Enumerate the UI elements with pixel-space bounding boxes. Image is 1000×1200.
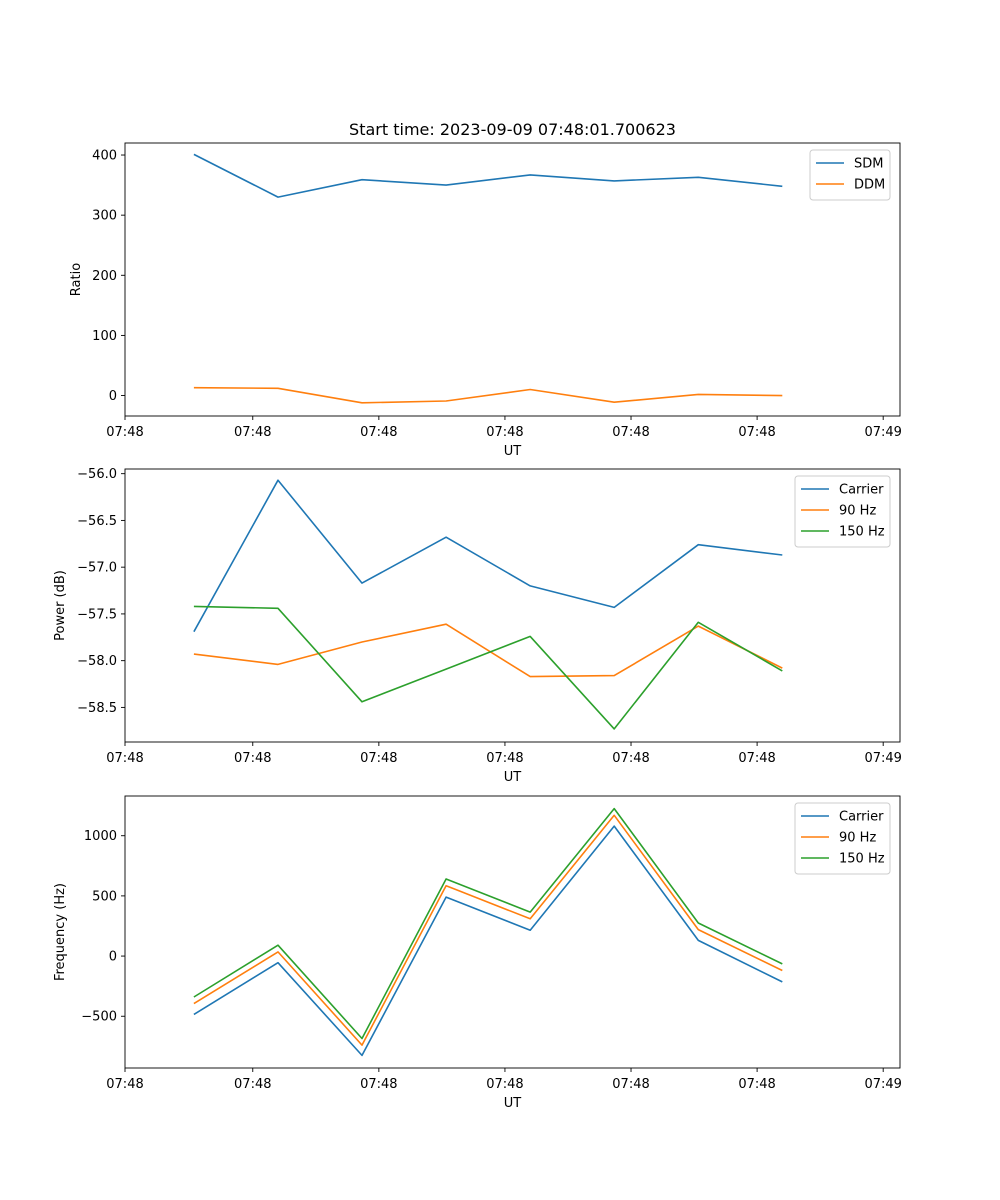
legend-label: Carrier [839,810,884,825]
y-tick-label: 100 [92,329,117,344]
x-tick-label: 07:48 [106,425,143,440]
chart-panel-3: 07:48 07:48 07:48 07:48 07:48 07:48 07:49 −500 0… [53,795,902,1111]
series-line-90-hz [193,814,783,1046]
y-tick-label: 300 [92,209,117,224]
x-tick-label: 07:48 [738,1077,775,1092]
legend: Carrier 90 Hz 150 Hz [794,475,891,548]
legend: Carrier 90 Hz 150 Hz [794,802,891,875]
x-tick-label: 07:48 [738,751,775,766]
y-axis-label: Frequency (Hz) [53,883,68,981]
x-tick-label: 07:48 [612,751,649,766]
x-axis-label: UT [504,444,522,459]
x-tick-label: 07:48 [106,1077,143,1092]
y-tick-label: −500 [81,1010,117,1025]
plot-frame [124,795,901,1069]
y-tick-label: 1000 [84,829,117,844]
legend: SDM DDM [809,149,891,201]
legend-box [794,802,891,875]
x-tick-label: 07:48 [486,1077,523,1092]
x-tick-label: 07:49 [864,1077,901,1092]
legend-box [794,475,891,548]
plot-frame [124,142,901,417]
y-axis-label: Ratio [69,263,84,296]
y-tick-label: −56.5 [77,514,117,529]
y-tick-label: −57.5 [77,607,117,622]
x-tick-label: 07:48 [612,425,649,440]
y-tick-label: −58.5 [77,701,117,716]
y-tick-label: 500 [92,889,117,904]
legend-label: SDM [854,157,883,172]
x-tick-label: 07:48 [486,425,523,440]
x-tick-label: 07:48 [234,1077,271,1092]
x-tick-label: 07:48 [234,425,271,440]
y-tick-label: 200 [92,269,117,284]
x-tick-label: 07:48 [234,751,271,766]
y-tick-label: −57.0 [77,561,117,576]
series-line-150-hz [193,807,783,1040]
chart-panel-2: 07:48 07:48 07:48 07:48 07:48 07:48 07:49 −56.0… [53,467,902,785]
x-tick-label: 07:48 [106,751,143,766]
series-line-ddm [193,386,783,404]
x-axis-label: UT [504,1096,522,1111]
series-line-150-hz [193,605,783,730]
x-tick-label: 07:49 [864,425,901,440]
x-tick-label: 07:48 [612,1077,649,1092]
y-tick-label: −56.0 [77,467,117,482]
y-tick-label: 0 [109,950,117,965]
y-axis-label: Power (dB) [53,570,68,641]
x-tick-label: 07:48 [360,1077,397,1092]
series-line-90-hz [193,623,783,678]
x-tick-label: 07:48 [360,751,397,766]
x-tick-label: 07:48 [738,425,775,440]
series-line-carrier [193,825,783,1057]
x-tick-label: 07:48 [360,425,397,440]
legend-label: 90 Hz [839,504,876,519]
series-line-sdm [193,153,783,198]
legend-label: Carrier [839,483,884,498]
x-axis-label: UT [504,770,522,785]
x-tick-label: 07:49 [864,751,901,766]
legend-label: 150 Hz [839,852,885,867]
y-tick-label: 400 [92,149,117,164]
legend-label: DDM [854,178,885,193]
legend-label: 90 Hz [839,831,876,846]
chart-panel-1: 07:48 07:48 07:48 07:48 07:48 07:48 07:49 0 100 2… [69,120,902,459]
series-line-carrier [193,479,783,633]
y-tick-label: 0 [109,389,117,404]
y-tick-label: −58.0 [77,654,117,669]
legend-label: 150 Hz [839,525,885,540]
plot-frame [124,468,901,743]
chart-title: Start time: 2023-09-09 07:48:01.700623 [349,120,676,139]
x-tick-label: 07:48 [486,751,523,766]
